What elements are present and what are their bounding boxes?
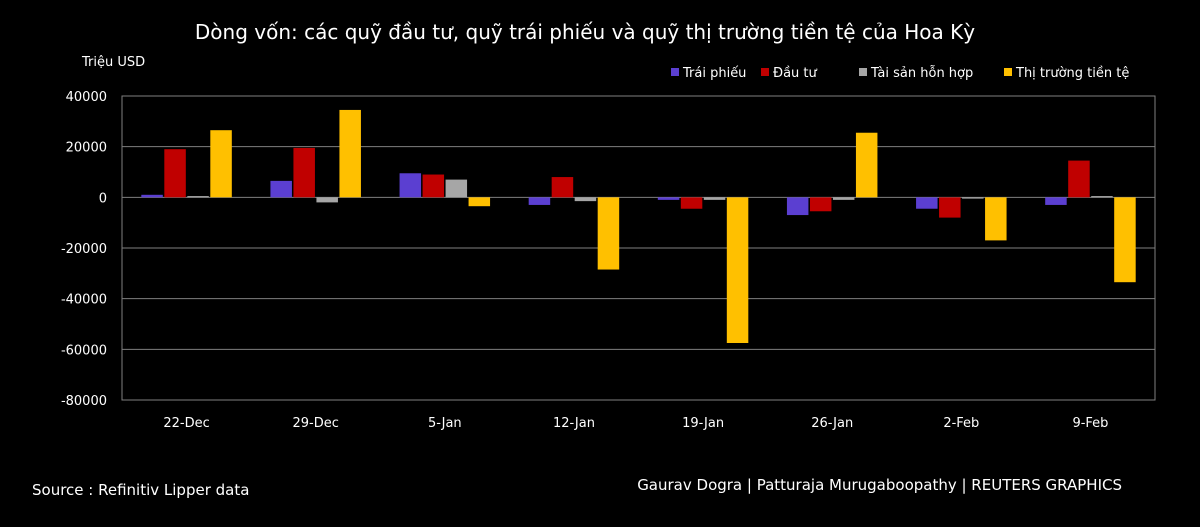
bar bbox=[339, 109, 361, 198]
x-tick-label: 29-Dec bbox=[292, 416, 338, 431]
bar bbox=[187, 196, 209, 198]
bar bbox=[293, 147, 315, 198]
bar bbox=[786, 197, 809, 216]
y-tick-label: -60000 bbox=[61, 343, 107, 358]
bar bbox=[832, 197, 855, 200]
y-tick-label: 0 bbox=[99, 191, 107, 206]
x-tick-label: 19-Jan bbox=[682, 416, 724, 431]
y-tick-label: 40000 bbox=[66, 90, 107, 105]
chart-title: Dòng vốn: các quỹ đầu tư, quỹ trái phiếu… bbox=[195, 20, 975, 44]
x-tick-label: 22-Dec bbox=[163, 416, 209, 431]
x-tick-label: 12-Jan bbox=[553, 416, 595, 431]
credit-note: Gaurav Dogra | Patturaja Murugaboopathy … bbox=[637, 476, 1122, 494]
legend-swatch bbox=[761, 68, 769, 76]
bar bbox=[703, 197, 726, 200]
y-tick-label: -40000 bbox=[61, 293, 107, 308]
bars bbox=[141, 109, 1136, 343]
bar bbox=[468, 197, 491, 207]
bar bbox=[855, 132, 878, 198]
legend-swatch bbox=[671, 68, 679, 76]
bar bbox=[1068, 160, 1090, 198]
x-tick-label: 9-Feb bbox=[1072, 416, 1108, 431]
bar bbox=[270, 180, 292, 198]
bar bbox=[985, 197, 1007, 241]
legend-swatch bbox=[859, 68, 867, 76]
bar bbox=[399, 173, 422, 198]
grid bbox=[121, 95, 1156, 401]
bar bbox=[809, 197, 832, 212]
bar bbox=[574, 197, 597, 202]
bar bbox=[316, 197, 338, 203]
source-note: Source : Refinitiv Lipper data bbox=[32, 481, 249, 499]
legend: Trái phiếu Đầu tư Tài sản hỗn hợp Thị trườn… bbox=[671, 66, 1129, 81]
legend-label: Đầu tư bbox=[773, 66, 818, 81]
legend-swatch bbox=[1004, 68, 1012, 76]
x-tick-label: 2-Feb bbox=[943, 416, 979, 431]
bar bbox=[1091, 196, 1113, 198]
legend-label: Thị trường tiền tệ bbox=[1015, 66, 1129, 81]
bar bbox=[210, 130, 232, 198]
legend-label: Tài sản hỗn hợp bbox=[870, 66, 973, 81]
bar bbox=[1045, 197, 1067, 205]
y-tick-label: -20000 bbox=[61, 242, 107, 257]
bar bbox=[726, 197, 749, 343]
bar bbox=[528, 197, 551, 205]
bar bbox=[141, 194, 163, 198]
tick-labels: 40000 20000 0 -20000 -40000 -60000 -80000 22-De… bbox=[61, 90, 1108, 431]
bar bbox=[1114, 197, 1136, 283]
bar bbox=[657, 197, 680, 200]
bar bbox=[916, 197, 938, 209]
bar bbox=[939, 197, 961, 218]
legend-label: Trái phiếu bbox=[682, 66, 746, 81]
bar bbox=[680, 197, 703, 209]
x-tick-label: 26-Jan bbox=[811, 416, 853, 431]
y-axis-label: Triệu USD bbox=[81, 55, 145, 70]
bar bbox=[962, 197, 984, 199]
y-tick-label: 20000 bbox=[66, 141, 107, 156]
bar bbox=[445, 179, 468, 198]
bar bbox=[597, 197, 620, 270]
bar bbox=[551, 177, 574, 198]
x-tick-label: 5-Jan bbox=[428, 416, 462, 431]
bar bbox=[164, 149, 186, 198]
bar bbox=[422, 174, 445, 198]
y-tick-label: -80000 bbox=[61, 394, 107, 409]
